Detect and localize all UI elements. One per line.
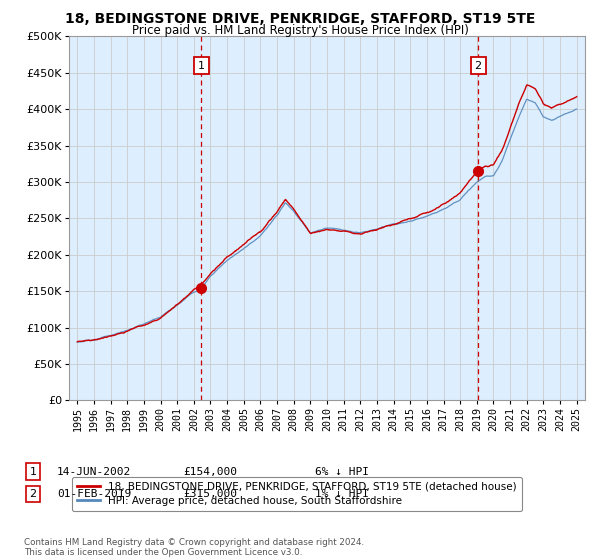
- Text: 18, BEDINGSTONE DRIVE, PENKRIDGE, STAFFORD, ST19 5TE: 18, BEDINGSTONE DRIVE, PENKRIDGE, STAFFO…: [65, 12, 535, 26]
- Text: Contains HM Land Registry data © Crown copyright and database right 2024.
This d: Contains HM Land Registry data © Crown c…: [24, 538, 364, 557]
- Text: £154,000: £154,000: [183, 466, 237, 477]
- Text: 2: 2: [475, 60, 482, 71]
- Text: Price paid vs. HM Land Registry's House Price Index (HPI): Price paid vs. HM Land Registry's House …: [131, 24, 469, 37]
- Text: 6% ↓ HPI: 6% ↓ HPI: [315, 466, 369, 477]
- Text: 2: 2: [29, 489, 37, 499]
- Text: £315,000: £315,000: [183, 489, 237, 499]
- Legend: 18, BEDINGSTONE DRIVE, PENKRIDGE, STAFFORD, ST19 5TE (detached house), HPI: Aver: 18, BEDINGSTONE DRIVE, PENKRIDGE, STAFFO…: [71, 477, 522, 511]
- Text: 01-FEB-2019: 01-FEB-2019: [57, 489, 131, 499]
- Text: 1: 1: [29, 466, 37, 477]
- Text: 14-JUN-2002: 14-JUN-2002: [57, 466, 131, 477]
- Text: 1: 1: [198, 60, 205, 71]
- Text: 1% ↓ HPI: 1% ↓ HPI: [315, 489, 369, 499]
